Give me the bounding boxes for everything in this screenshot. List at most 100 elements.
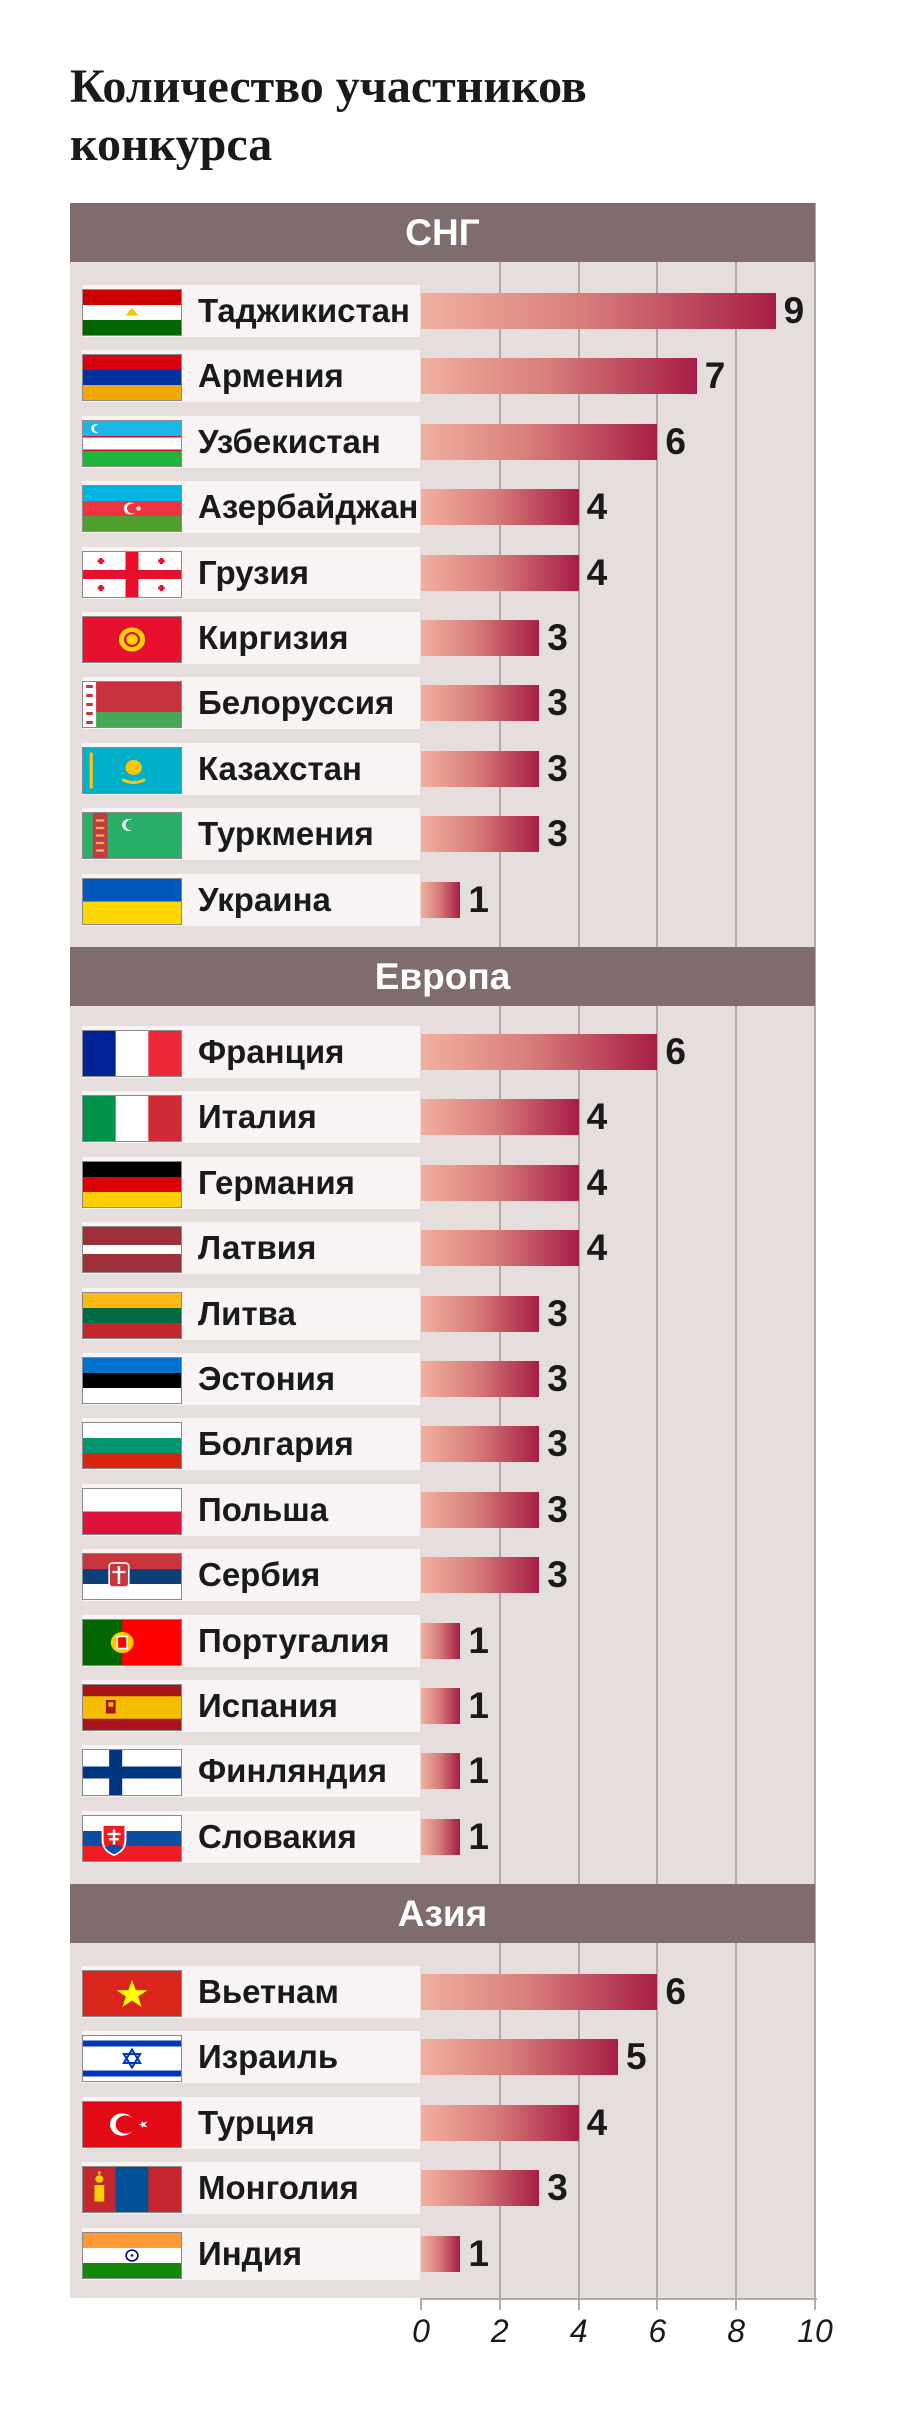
value-label: 4: [586, 486, 608, 527]
country-label: Финляндия: [198, 1752, 388, 1789]
bar: [421, 620, 540, 656]
italy-flag: [82, 1095, 182, 1142]
country-row: Германия: [82, 1157, 420, 1209]
value-label: 1: [468, 879, 489, 920]
france-flag: [82, 1030, 182, 1077]
x-tickmark: [656, 2298, 659, 2310]
bar: [421, 1688, 461, 1724]
country-label: Испания: [198, 1687, 338, 1724]
value-label: 3: [547, 1554, 568, 1595]
country-row: Киргизия: [82, 612, 420, 664]
country-label: Таджикистан: [198, 292, 410, 329]
serbia-flag: [82, 1553, 182, 1600]
portugal-flag: [82, 1619, 182, 1666]
value-label: 3: [547, 1293, 568, 1334]
country-row: Литва: [82, 1288, 420, 1340]
country-row: Армения: [82, 350, 420, 402]
bar: [421, 1557, 540, 1593]
country-row: Украина: [82, 874, 420, 926]
value-label: 3: [547, 748, 568, 789]
country-label: Германия: [198, 1164, 355, 1201]
x-tickmark: [577, 2298, 580, 2310]
country-row: Индия: [82, 2228, 420, 2280]
value-label: 1: [468, 1685, 489, 1726]
value-label: 4: [586, 2102, 608, 2143]
country-row: Финляндия: [82, 1745, 420, 1797]
bar: [421, 1819, 461, 1855]
country-label: Турция: [198, 2104, 315, 2141]
value-label: 1: [468, 1620, 489, 1661]
country-row: Таджикистан: [82, 285, 420, 337]
country-label: Монголия: [198, 2169, 359, 2206]
country-row: Узбекистан: [82, 416, 420, 468]
country-label: Словакия: [198, 1818, 357, 1855]
x-tick-label: 6: [648, 2313, 667, 2349]
chart-title: Количество участников конкурса: [70, 60, 587, 171]
country-label: Казахстан: [198, 750, 362, 787]
latvia-flag: [82, 1226, 182, 1273]
belarus-flag: [82, 681, 182, 728]
poland-flag: [82, 1488, 182, 1535]
value-label: 4: [586, 1096, 608, 1137]
value-label: 6: [665, 1031, 686, 1072]
x-tickmark: [420, 2298, 422, 2310]
country-row: Португалия: [82, 1615, 420, 1667]
bulgaria-flag: [82, 1422, 182, 1469]
country-row: Монголия: [82, 2162, 420, 2214]
finland-flag: [82, 1749, 182, 1796]
turkey-flag: [82, 2101, 182, 2148]
country-row: Казахстан: [82, 743, 420, 795]
bar: [421, 424, 658, 460]
uzbekistan-flag: [82, 420, 182, 467]
country-label: Грузия: [198, 554, 310, 591]
country-label: Сербия: [198, 1556, 321, 1593]
germany-flag: [82, 1161, 182, 1208]
x-axis-line: [421, 2298, 817, 2300]
country-label: Польша: [198, 1491, 329, 1528]
x-tick-label: 2: [490, 2313, 509, 2349]
country-label: Армения: [198, 357, 344, 394]
country-label: Латвия: [198, 1229, 317, 1266]
bar: [421, 1361, 540, 1397]
bar: [421, 1165, 579, 1201]
x-tick-label: 0: [412, 2313, 430, 2349]
country-label: Израиль: [198, 2038, 339, 2075]
gridline-6: [656, 203, 659, 2298]
country-row: Израиль: [82, 2031, 420, 2083]
country-row: Испания: [82, 1680, 420, 1732]
bar: [421, 1974, 658, 2010]
country-label: Узбекистан: [198, 423, 381, 460]
country-row: Туркмения: [82, 808, 420, 860]
mongolia-flag: [82, 2166, 182, 2213]
value-label: 1: [468, 2233, 489, 2274]
country-row: Грузия: [82, 547, 420, 599]
value-label: 1: [468, 1750, 489, 1791]
country-row: Эстония: [82, 1353, 420, 1405]
country-label: Киргизия: [198, 619, 349, 656]
bar: [421, 489, 579, 525]
value-label: 4: [586, 1227, 608, 1268]
country-row: Словакия: [82, 1811, 420, 1863]
country-label: Литва: [198, 1295, 296, 1332]
value-label: 3: [547, 813, 568, 854]
azerbaijan-flag: [82, 485, 182, 532]
bar: [421, 816, 540, 852]
value-label: 7: [704, 355, 726, 396]
country-label: Португалия: [198, 1622, 390, 1659]
value-label: 9: [783, 290, 805, 331]
value-label: 3: [547, 682, 568, 723]
georgia-flag: [82, 551, 182, 598]
x-tick-label: 4: [569, 2313, 588, 2349]
value-label: 3: [547, 1358, 568, 1399]
country-label: Италия: [198, 1098, 317, 1135]
tajikistan-flag: [82, 289, 182, 336]
value-label: 4: [586, 1162, 608, 1203]
x-tick-label: 8: [727, 2313, 746, 2349]
gridline-8: [735, 203, 738, 2298]
bar: [421, 2170, 540, 2206]
lithuania-flag: [82, 1292, 182, 1339]
country-row: Польша: [82, 1484, 420, 1536]
country-row: Белоруссия: [82, 677, 420, 729]
country-label: Индия: [198, 2235, 303, 2272]
turkmenistan-flag: [82, 812, 182, 859]
